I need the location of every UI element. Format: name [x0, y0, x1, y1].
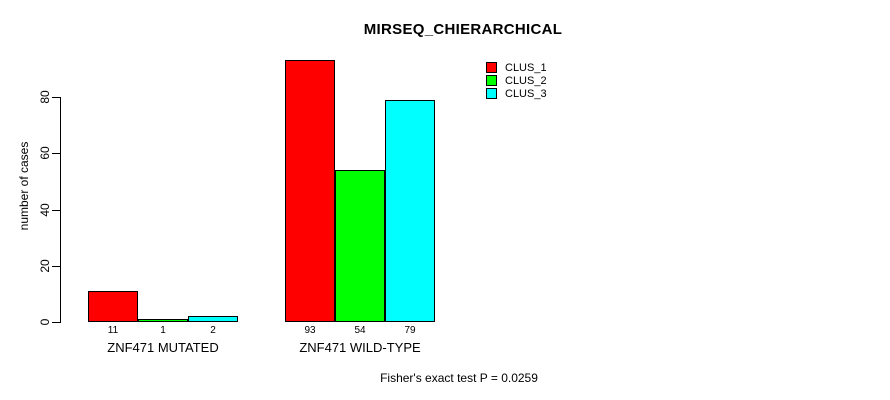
legend-swatch-icon	[486, 62, 497, 73]
y-tick-label: 80	[38, 90, 52, 104]
bar-value-label: 93	[304, 325, 316, 336]
legend-item-clus_1: CLUS_1	[486, 61, 547, 74]
stat-annotation: Fisher's exact test P = 0.0259	[380, 371, 538, 385]
y-tick-label: 0	[38, 318, 52, 326]
bar-clus_2-group1	[138, 319, 188, 322]
bar-clus_1-group1	[88, 291, 138, 322]
y-tick-label: 40	[38, 203, 52, 217]
y-tick	[52, 210, 60, 211]
legend: CLUS_1 CLUS_2 CLUS_3	[486, 62, 547, 101]
y-tick	[52, 266, 60, 267]
bar-value-label: 11	[107, 325, 119, 336]
y-tick	[52, 153, 60, 154]
legend-swatch-icon	[486, 88, 497, 99]
legend-item-clus_3: CLUS_3	[486, 87, 547, 100]
category-label: ZNF471 MUTATED	[107, 340, 219, 355]
y-axis-label: number of cases	[17, 141, 31, 231]
bar-clus_2-group2	[335, 170, 385, 322]
bar-value-label: 2	[210, 325, 216, 336]
y-tick-label: 60	[38, 146, 52, 160]
bar-clus_3-group2	[385, 100, 435, 322]
bar-clus_3-group1	[188, 316, 238, 322]
y-tick	[52, 322, 60, 323]
category-label: ZNF471 WILD-TYPE	[299, 340, 421, 355]
y-axis-line	[60, 97, 61, 323]
legend-label: CLUS_2	[505, 74, 547, 87]
bar-value-label: 54	[354, 325, 366, 336]
legend-label: CLUS_1	[505, 61, 547, 74]
y-tick-label: 20	[38, 259, 52, 273]
bar-clus_1-group2	[285, 60, 335, 322]
bar-value-label: 1	[160, 325, 166, 336]
legend-item-clus_2: CLUS_2	[486, 74, 547, 87]
legend-swatch-icon	[486, 75, 497, 86]
chart-title: MIRSEQ_CHIERARCHICAL	[363, 21, 563, 38]
y-tick	[52, 97, 60, 98]
legend-label: CLUS_3	[505, 87, 547, 100]
bar-value-label: 79	[404, 325, 416, 336]
